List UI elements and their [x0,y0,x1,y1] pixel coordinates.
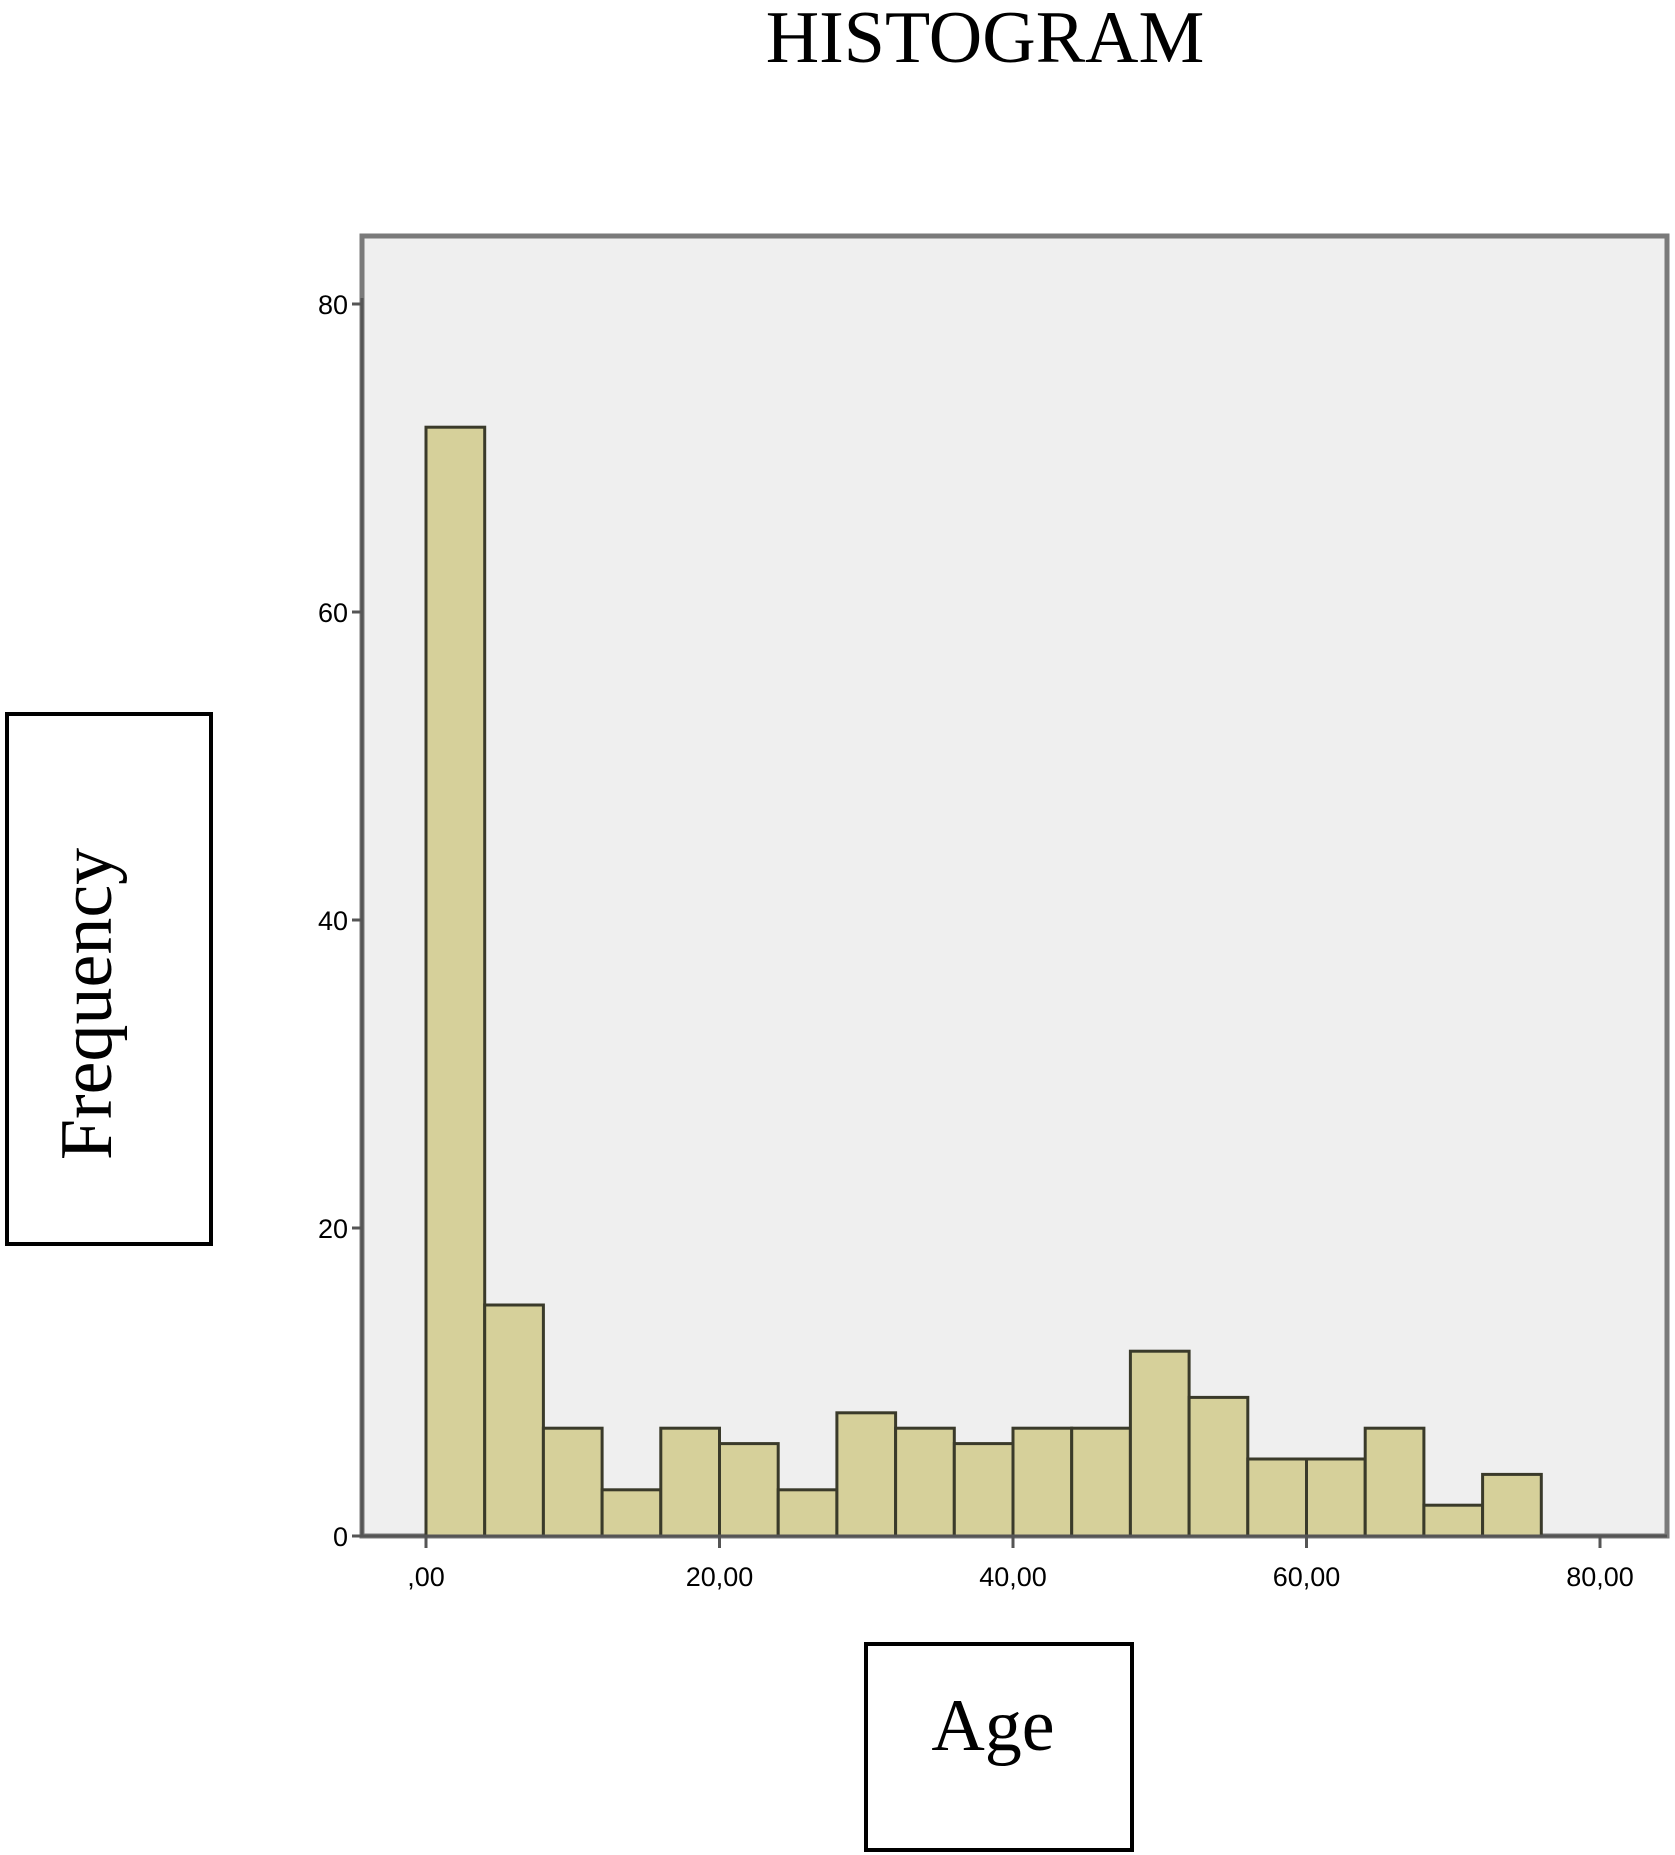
y-axis-label: Frequency [46,848,128,1160]
x-axis-ticks: ,00 20,00 40,00 60,00 80,00 [407,1536,1634,1592]
x-tick-label: 80,00 [1566,1562,1634,1592]
histogram-bar [1481,1472,1543,1538]
histogram-bars [424,425,1543,1538]
histogram-bar [424,425,487,1538]
histogram-bar [659,1426,721,1538]
x-label-box [864,1642,1134,1852]
histogram-bar [952,1442,1015,1538]
y-label-box [5,712,213,1246]
x-axis-label: Age [931,1685,1054,1767]
y-tick-label: 80 [318,290,348,320]
histogram-bar [1363,1426,1426,1538]
plot-area [359,233,1670,1539]
x-tick-label: 60,00 [1273,1562,1341,1592]
histogram-bar [1128,1349,1191,1538]
y-tick-label: 60 [318,598,348,628]
x-tick-label: 20,00 [686,1562,754,1592]
histogram-bar [483,1303,545,1538]
histogram-bar [718,1442,780,1538]
x-tick-label: ,00 [407,1562,445,1592]
y-tick-label: 40 [318,906,348,936]
histogram-bar [1187,1395,1250,1538]
y-axis-ticks: 0 20 40 60 80 [318,290,362,1552]
x-tick-label: 40,00 [979,1562,1047,1592]
histogram-bar [1011,1426,1074,1538]
y-tick-label: 20 [318,1214,348,1244]
histogram-bar [541,1426,604,1538]
histogram-bar [776,1488,839,1538]
y-tick-label: 0 [333,1522,348,1552]
chart-title: HISTOGRAM [766,0,1205,79]
histogram-bar [894,1426,956,1538]
histogram-bar [1070,1426,1132,1538]
histogram-bar [1246,1457,1309,1538]
histogram-bar [1422,1503,1485,1538]
histogram-bar [600,1488,663,1538]
histogram-bar [1305,1457,1367,1538]
histogram-bar [835,1411,898,1538]
